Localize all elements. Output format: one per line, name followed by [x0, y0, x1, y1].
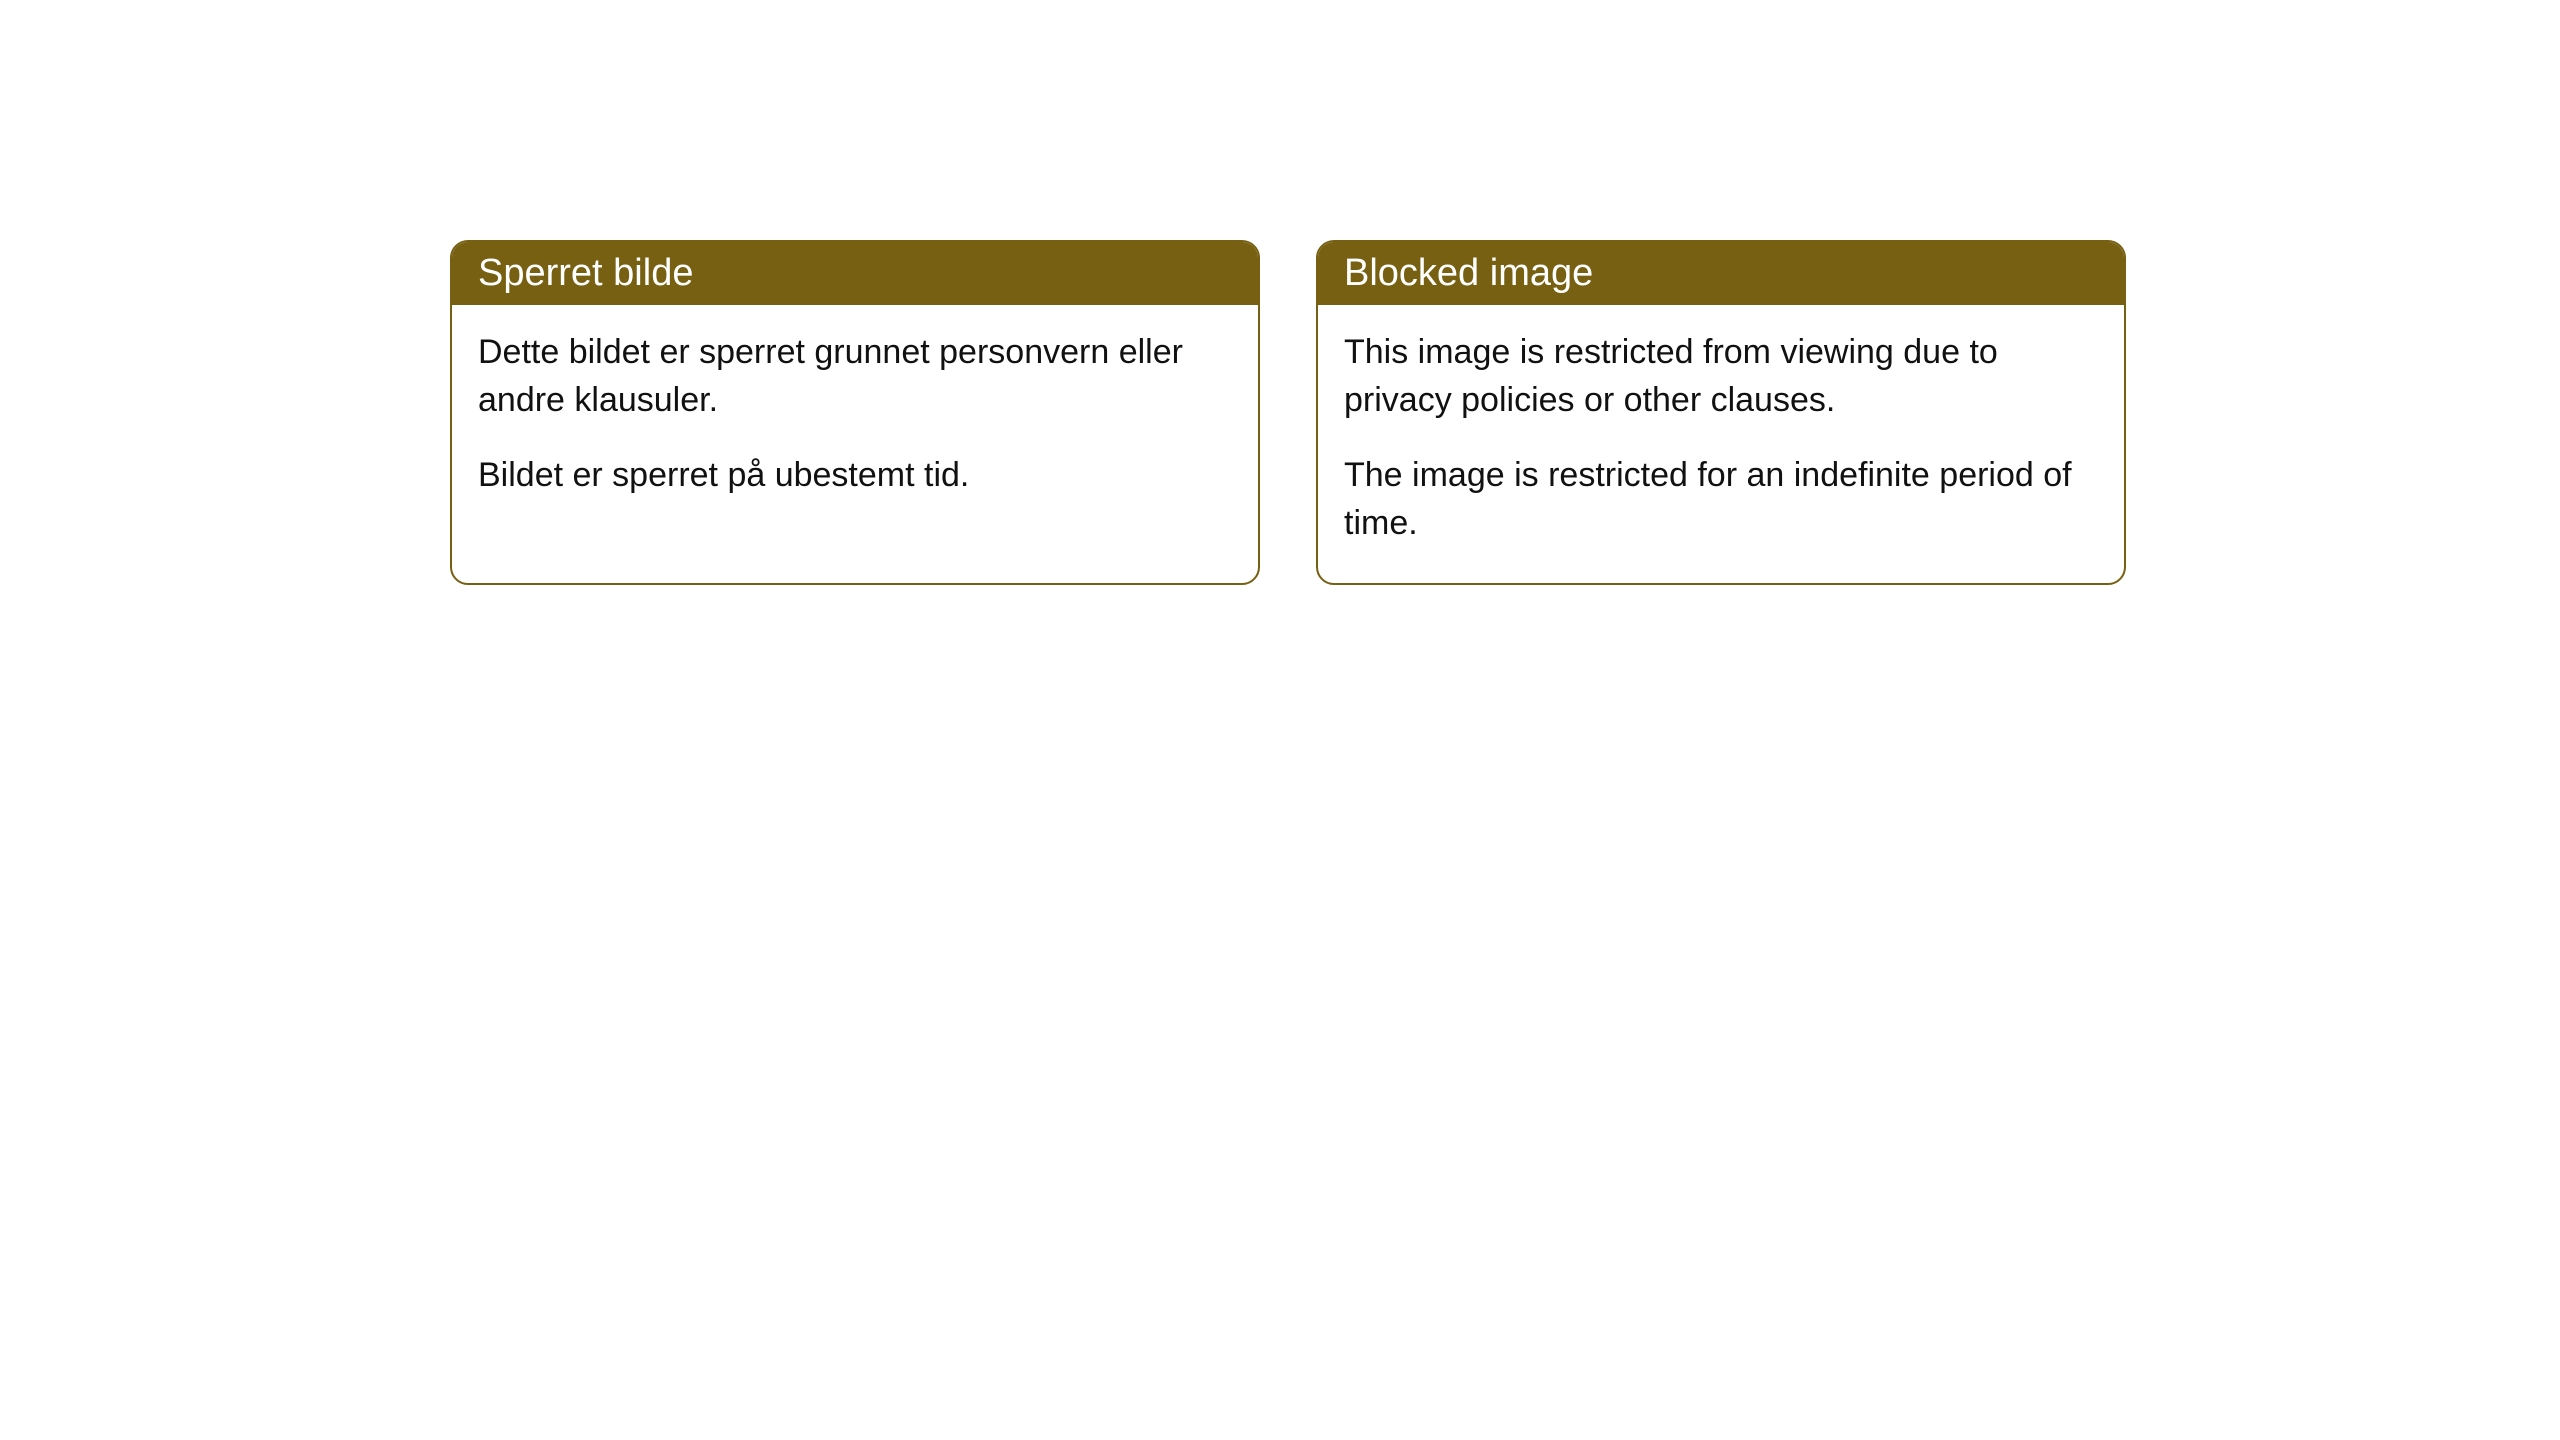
card-body: Dette bildet er sperret grunnet personve… [452, 305, 1258, 536]
card-paragraph: Dette bildet er sperret grunnet personve… [478, 329, 1232, 424]
notice-card-norwegian: Sperret bilde Dette bildet er sperret gr… [450, 240, 1260, 585]
card-title: Blocked image [1344, 252, 1593, 294]
notice-cards-container: Sperret bilde Dette bildet er sperret gr… [450, 240, 2126, 585]
card-body: This image is restricted from viewing du… [1318, 305, 2124, 583]
card-title: Sperret bilde [478, 252, 693, 294]
card-paragraph: The image is restricted for an indefinit… [1344, 452, 2098, 547]
card-header: Blocked image [1318, 242, 2124, 305]
card-header: Sperret bilde [452, 242, 1258, 305]
notice-card-english: Blocked image This image is restricted f… [1316, 240, 2126, 585]
card-paragraph: Bildet er sperret på ubestemt tid. [478, 452, 1232, 500]
card-paragraph: This image is restricted from viewing du… [1344, 329, 2098, 424]
